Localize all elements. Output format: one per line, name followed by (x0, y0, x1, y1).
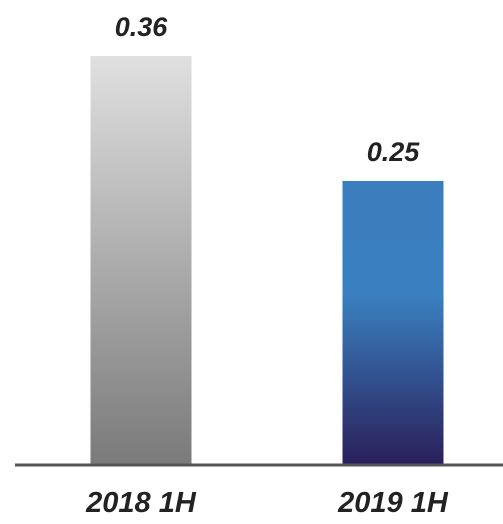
labels-layer: 0.36 0.25 (115, 12, 421, 167)
data-label-0: 0.36 (115, 12, 169, 42)
x-tick-label-0: 2018 1H (85, 487, 197, 519)
bars-layer (90, 56, 444, 465)
bar-2019-1h (342, 180, 444, 465)
bar-2018-1h (90, 56, 192, 465)
x-tick-labels: 2018 1H 2019 1H (85, 487, 449, 519)
x-tick-label-1: 2019 1H (337, 487, 449, 519)
data-label-1: 0.25 (367, 137, 421, 167)
